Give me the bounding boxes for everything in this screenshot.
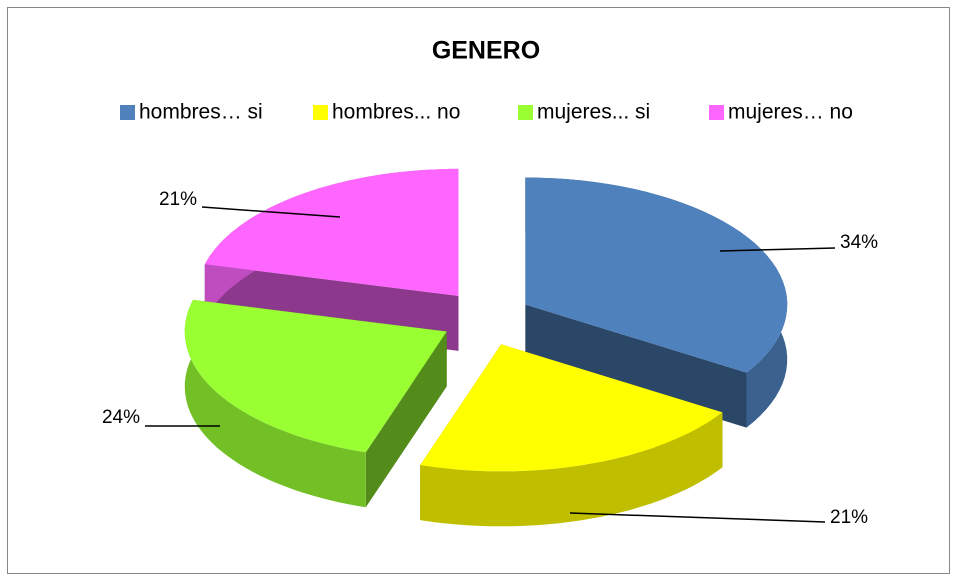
leader-line <box>719 247 836 252</box>
slice <box>204 168 459 296</box>
data-label: 24% <box>102 407 140 428</box>
legend-swatch <box>709 105 724 120</box>
data-label: 21% <box>830 507 868 528</box>
data-label: 34% <box>840 232 878 253</box>
slice <box>420 344 723 472</box>
slice <box>525 177 788 373</box>
slice-wall <box>420 412 723 527</box>
legend-label: hombres... no <box>332 101 460 124</box>
slice-side <box>525 304 747 428</box>
slice <box>184 299 447 453</box>
slice-wall <box>184 299 366 508</box>
legend-label: hombres… si <box>139 101 263 124</box>
legend-label: mujeres... si <box>537 101 650 124</box>
data-label: 21% <box>159 189 197 210</box>
legend-label: mujeres… no <box>728 101 853 124</box>
chart-title: GENERO <box>432 37 540 65</box>
legend-swatch <box>120 105 135 120</box>
leader-line <box>569 512 826 523</box>
leader-line <box>201 206 341 218</box>
legend-swatch <box>518 105 533 120</box>
legend-swatch <box>313 105 328 120</box>
